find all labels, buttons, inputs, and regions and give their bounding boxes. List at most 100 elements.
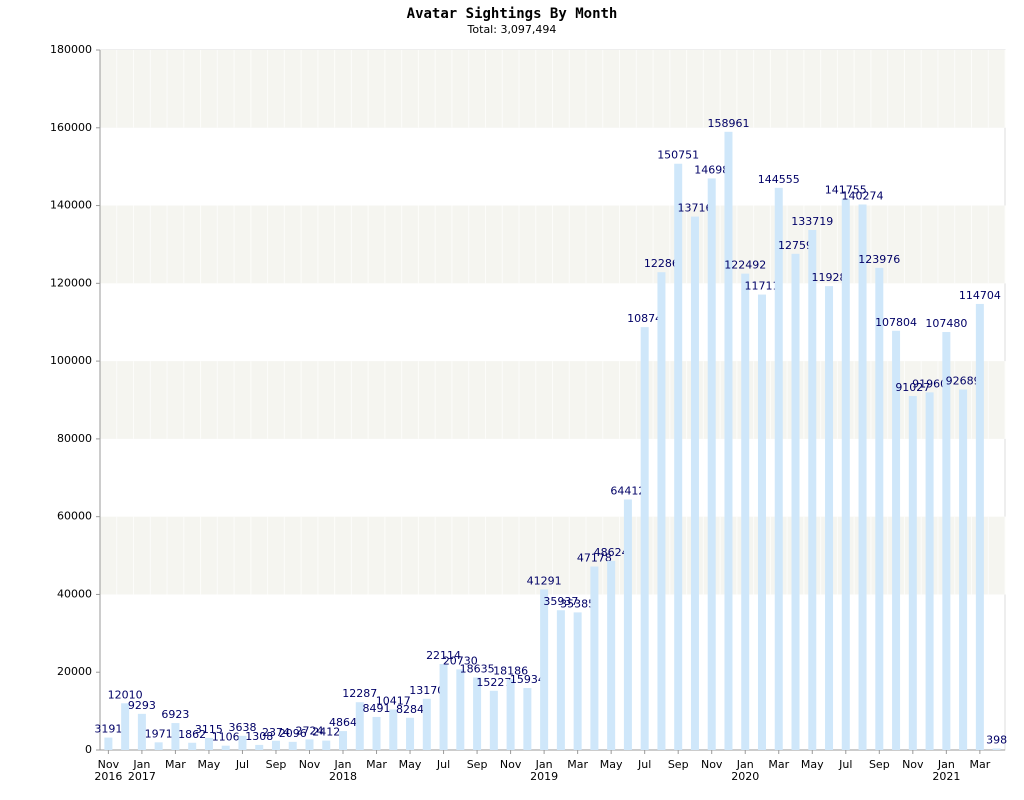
data-label: 48624	[594, 546, 629, 559]
data-label: 10417	[376, 694, 411, 707]
data-label: 141755	[825, 184, 867, 197]
bar	[221, 745, 230, 750]
bar	[271, 740, 280, 750]
x-tick-label: Jan 2019	[530, 758, 558, 783]
x-tick-label: Jan 2018	[329, 758, 357, 783]
bar	[892, 330, 901, 750]
data-label: 158961	[707, 117, 749, 130]
bar	[137, 713, 146, 750]
data-label: 2724	[295, 724, 323, 737]
bar	[204, 737, 213, 750]
data-label: 64412	[610, 485, 645, 498]
x-tick-label: Mar	[768, 758, 789, 771]
x-tick-label: Sep	[266, 758, 287, 771]
bar	[657, 272, 666, 750]
data-label: 2412	[312, 726, 340, 739]
bar	[607, 560, 616, 750]
data-label: 11711	[744, 280, 779, 293]
x-tick-label: Nov 2016	[94, 758, 122, 783]
y-tick-label: 80000	[57, 432, 92, 445]
data-label: 4864	[329, 716, 357, 729]
bar	[590, 566, 599, 750]
bar	[791, 253, 800, 751]
bar	[322, 740, 331, 750]
bar	[171, 723, 180, 750]
bar	[808, 229, 817, 750]
data-label: 12286	[644, 257, 679, 270]
x-tick-label: May	[399, 758, 422, 771]
data-label: 133719	[791, 215, 833, 228]
bar	[523, 688, 532, 750]
bar	[774, 187, 783, 750]
x-tick-label: May	[600, 758, 623, 771]
bar	[422, 698, 431, 750]
bar	[858, 204, 867, 751]
data-label: 10874	[627, 312, 662, 325]
bar	[623, 499, 632, 750]
bar	[154, 742, 163, 750]
data-label: 13170	[409, 684, 444, 697]
y-tick-label: 20000	[57, 665, 92, 678]
y-tick-label: 100000	[50, 354, 92, 367]
data-label: 150751	[657, 149, 699, 162]
bar	[389, 709, 398, 750]
bar	[925, 392, 934, 750]
data-label: 14698	[694, 163, 729, 176]
bar	[959, 389, 968, 750]
x-tick-label: Jan 2020	[731, 758, 759, 783]
x-tick-label: Mar	[969, 758, 990, 771]
x-tick-label: Nov	[500, 758, 522, 771]
data-label: 18186	[493, 664, 528, 677]
bar	[121, 703, 130, 750]
bar	[288, 741, 297, 750]
bar	[875, 267, 884, 750]
bar	[690, 216, 699, 751]
y-tick-label: 60000	[57, 510, 92, 523]
data-label: 92689	[946, 375, 981, 388]
y-tick-label: 120000	[50, 276, 92, 289]
bar	[355, 702, 364, 750]
bar	[255, 744, 264, 750]
bar	[104, 737, 113, 750]
bar	[942, 332, 951, 750]
bar	[456, 669, 465, 750]
x-tick-label: May	[801, 758, 824, 771]
data-label: 1971	[145, 727, 173, 740]
x-tick-label: Mar	[366, 758, 387, 771]
bar	[556, 610, 565, 750]
data-label: 9293	[128, 699, 156, 712]
x-tick-label: Sep	[668, 758, 689, 771]
chart-subtitle: Total: 3,097,494	[467, 23, 557, 36]
bar	[339, 731, 348, 750]
data-label: 6923	[161, 708, 189, 721]
data-label: 2374	[262, 726, 290, 739]
bar	[489, 690, 498, 750]
data-label: 35937	[543, 595, 578, 608]
bar	[825, 286, 834, 750]
data-label: 140274	[842, 189, 884, 202]
data-label: 47178	[577, 552, 612, 565]
bar	[188, 742, 197, 750]
bar	[473, 677, 482, 750]
data-label: 114704	[959, 289, 1001, 302]
data-label: 15227	[476, 676, 511, 689]
bar	[238, 735, 247, 750]
x-tick-label: Jul	[637, 758, 651, 771]
data-label: 107804	[875, 316, 917, 329]
bar	[372, 716, 381, 750]
data-label: 123976	[858, 253, 900, 266]
data-label: 1106	[212, 731, 240, 744]
data-label: 2096	[279, 727, 307, 740]
data-label: 20730	[443, 654, 478, 667]
bar	[640, 327, 649, 750]
x-tick-label: Nov	[701, 758, 723, 771]
data-label: 11928	[812, 271, 847, 284]
bar	[841, 198, 850, 750]
x-tick-label: Nov	[299, 758, 321, 771]
x-tick-label: Jul	[235, 758, 249, 771]
data-label: 8491	[363, 702, 391, 715]
x-tick-label: Jan 2021	[932, 758, 960, 783]
x-tick-label: Mar	[567, 758, 588, 771]
bar	[992, 748, 1001, 750]
data-label: 18635	[460, 663, 495, 676]
